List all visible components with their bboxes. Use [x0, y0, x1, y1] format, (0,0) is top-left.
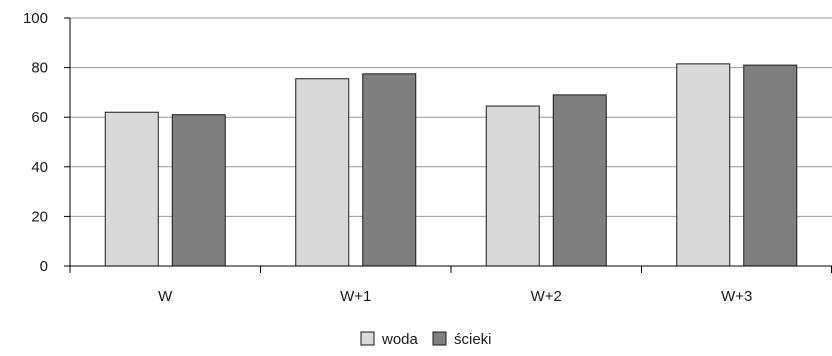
x-tick-label: W+3 — [721, 288, 752, 305]
bar-ścieki-W+3 — [743, 64, 798, 267]
y-tick-label: 60 — [31, 109, 48, 126]
y-tick-label: 100 — [23, 10, 48, 27]
y-axis: 0 20 40 60 80 100 — [23, 10, 71, 275]
bar-ścieki-W — [171, 114, 226, 267]
x-tick-label: W+1 — [340, 288, 371, 305]
x-tick-label: W+2 — [531, 288, 562, 305]
bar-woda-W+3 — [676, 63, 731, 267]
bar-ścieki-W+1 — [362, 73, 417, 267]
bar-woda-W+2 — [485, 105, 540, 267]
legend: woda ścieki — [360, 331, 492, 348]
legend-label-woda: woda — [381, 331, 419, 348]
bar-woda-W+1 — [295, 78, 350, 267]
bars — [104, 63, 798, 267]
y-tick-label: 0 — [40, 258, 48, 275]
bar-woda-W — [104, 111, 159, 267]
y-tick-label: 20 — [31, 208, 48, 225]
y-tick-label: 80 — [31, 60, 48, 77]
x-tick-label: W — [158, 288, 173, 305]
legend-swatch-ścieki — [432, 331, 447, 346]
legend-swatch-woda — [360, 331, 375, 346]
legend-label-ścieki: ścieki — [454, 331, 492, 348]
y-tick-label: 40 — [31, 159, 48, 176]
x-axis: W W+1 W+2 W+3 — [69, 265, 832, 305]
bar-ścieki-W+2 — [552, 94, 607, 267]
